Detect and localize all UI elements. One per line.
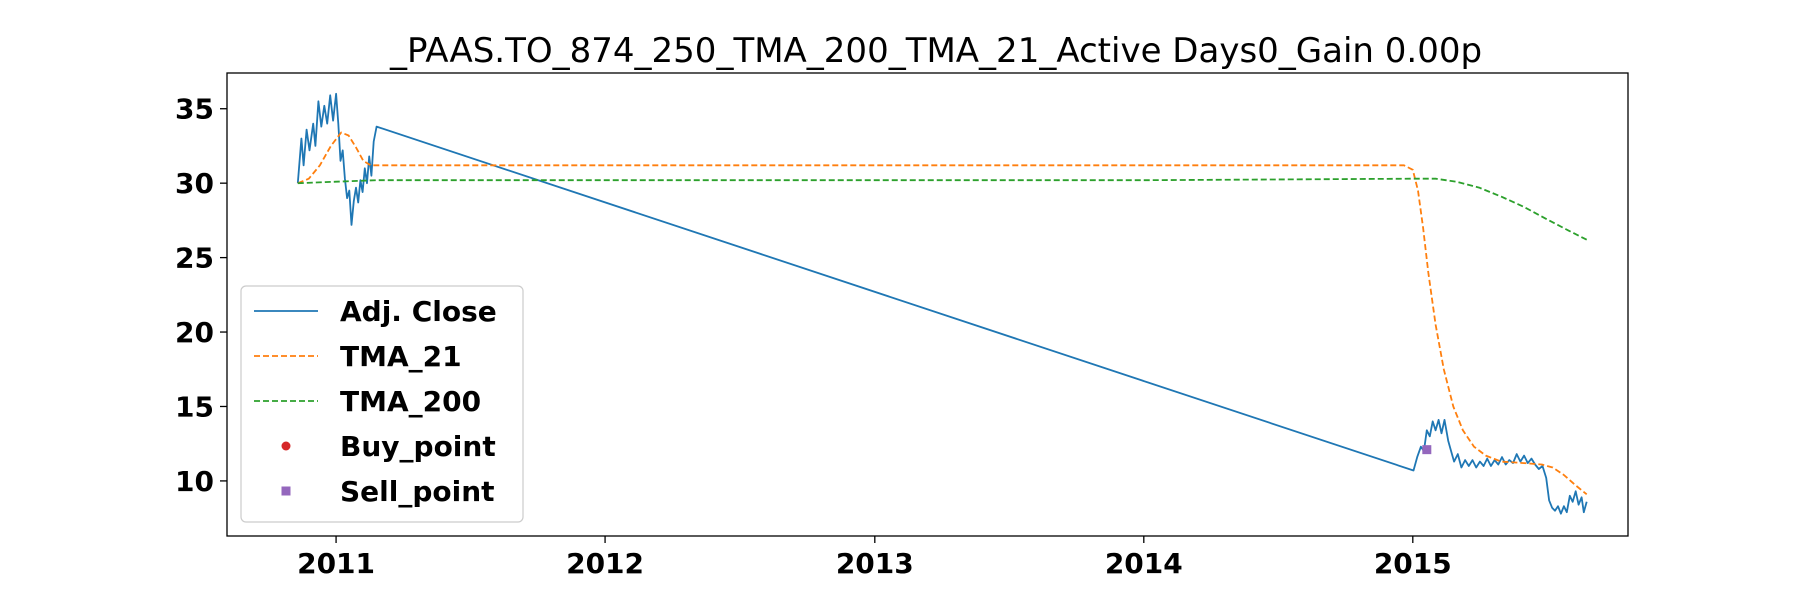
- y-tick-label: 25: [175, 242, 214, 275]
- legend-label: Adj. Close: [340, 295, 497, 328]
- y-tick-label: 10: [175, 465, 214, 498]
- y-tick-label: 30: [175, 167, 214, 200]
- legend-swatch: [281, 441, 291, 451]
- series-line-tma-200: [297, 177, 1588, 241]
- series-layer: [296, 92, 1588, 515]
- series-line-adj-close: [296, 92, 1588, 515]
- legend: Adj. Close TMA_21 TMA_200 Buy_point Sell_poi…: [240, 285, 524, 523]
- legend-box: [240, 285, 524, 523]
- x-tick-label: 2014: [1105, 547, 1183, 580]
- chart-title: _PAAS.TO_874_250_TMA_200_TMA_21_Active D…: [389, 31, 1482, 71]
- legend-label: TMA_21: [340, 340, 462, 373]
- legend-label: Buy_point: [340, 430, 496, 463]
- legend-label: TMA_200: [340, 385, 481, 418]
- legend-label: Sell_point: [340, 475, 495, 508]
- marker-layer: [1422, 445, 1432, 455]
- plot-area-frame: [226, 72, 1629, 537]
- y-tick-label: 35: [175, 93, 214, 126]
- legend-swatch: [281, 486, 291, 496]
- x-axis: 2011 2012 2013 2014 2015: [297, 536, 1452, 580]
- x-tick-label: 2012: [566, 547, 644, 580]
- x-tick-label: 2015: [1374, 547, 1452, 580]
- x-tick-label: 2011: [297, 547, 375, 580]
- y-tick-label: 20: [175, 316, 214, 349]
- y-tick-label: 15: [175, 390, 214, 423]
- sell-point-marker: [1422, 445, 1432, 455]
- x-tick-label: 2013: [836, 547, 914, 580]
- y-axis: 10 15 20 25 30 35: [175, 93, 227, 498]
